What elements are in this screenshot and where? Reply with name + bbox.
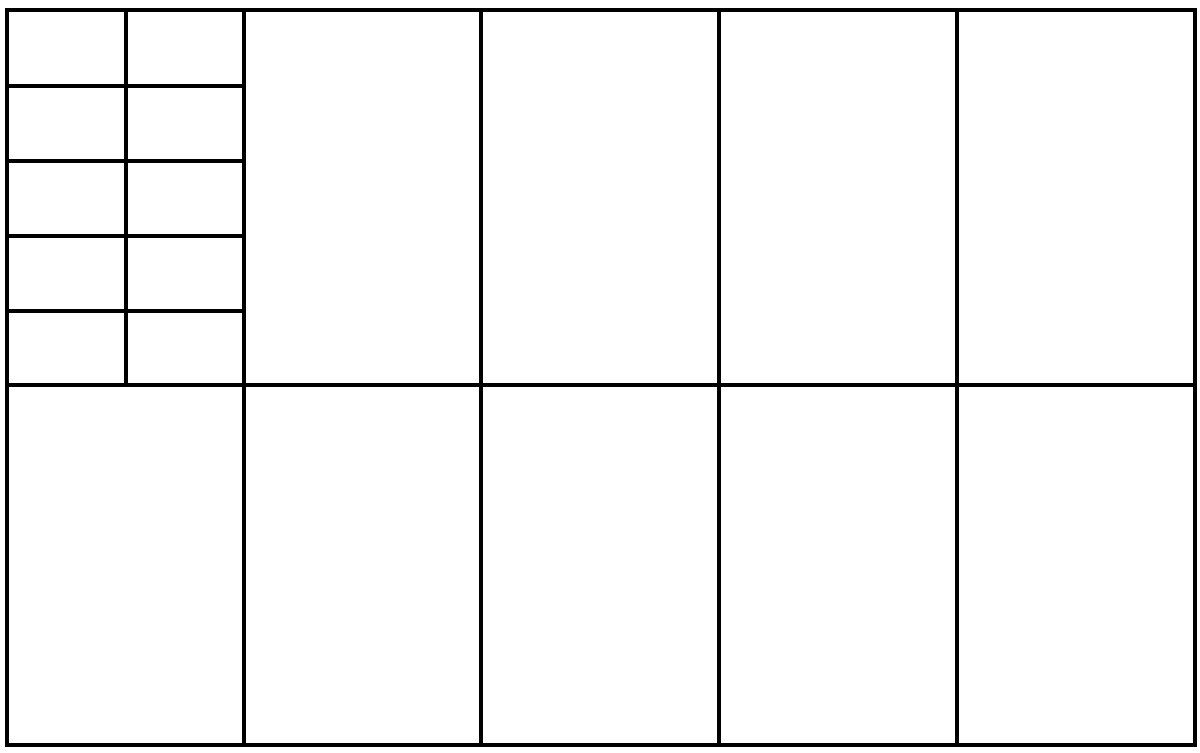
outer-frame [5, 8, 1197, 747]
